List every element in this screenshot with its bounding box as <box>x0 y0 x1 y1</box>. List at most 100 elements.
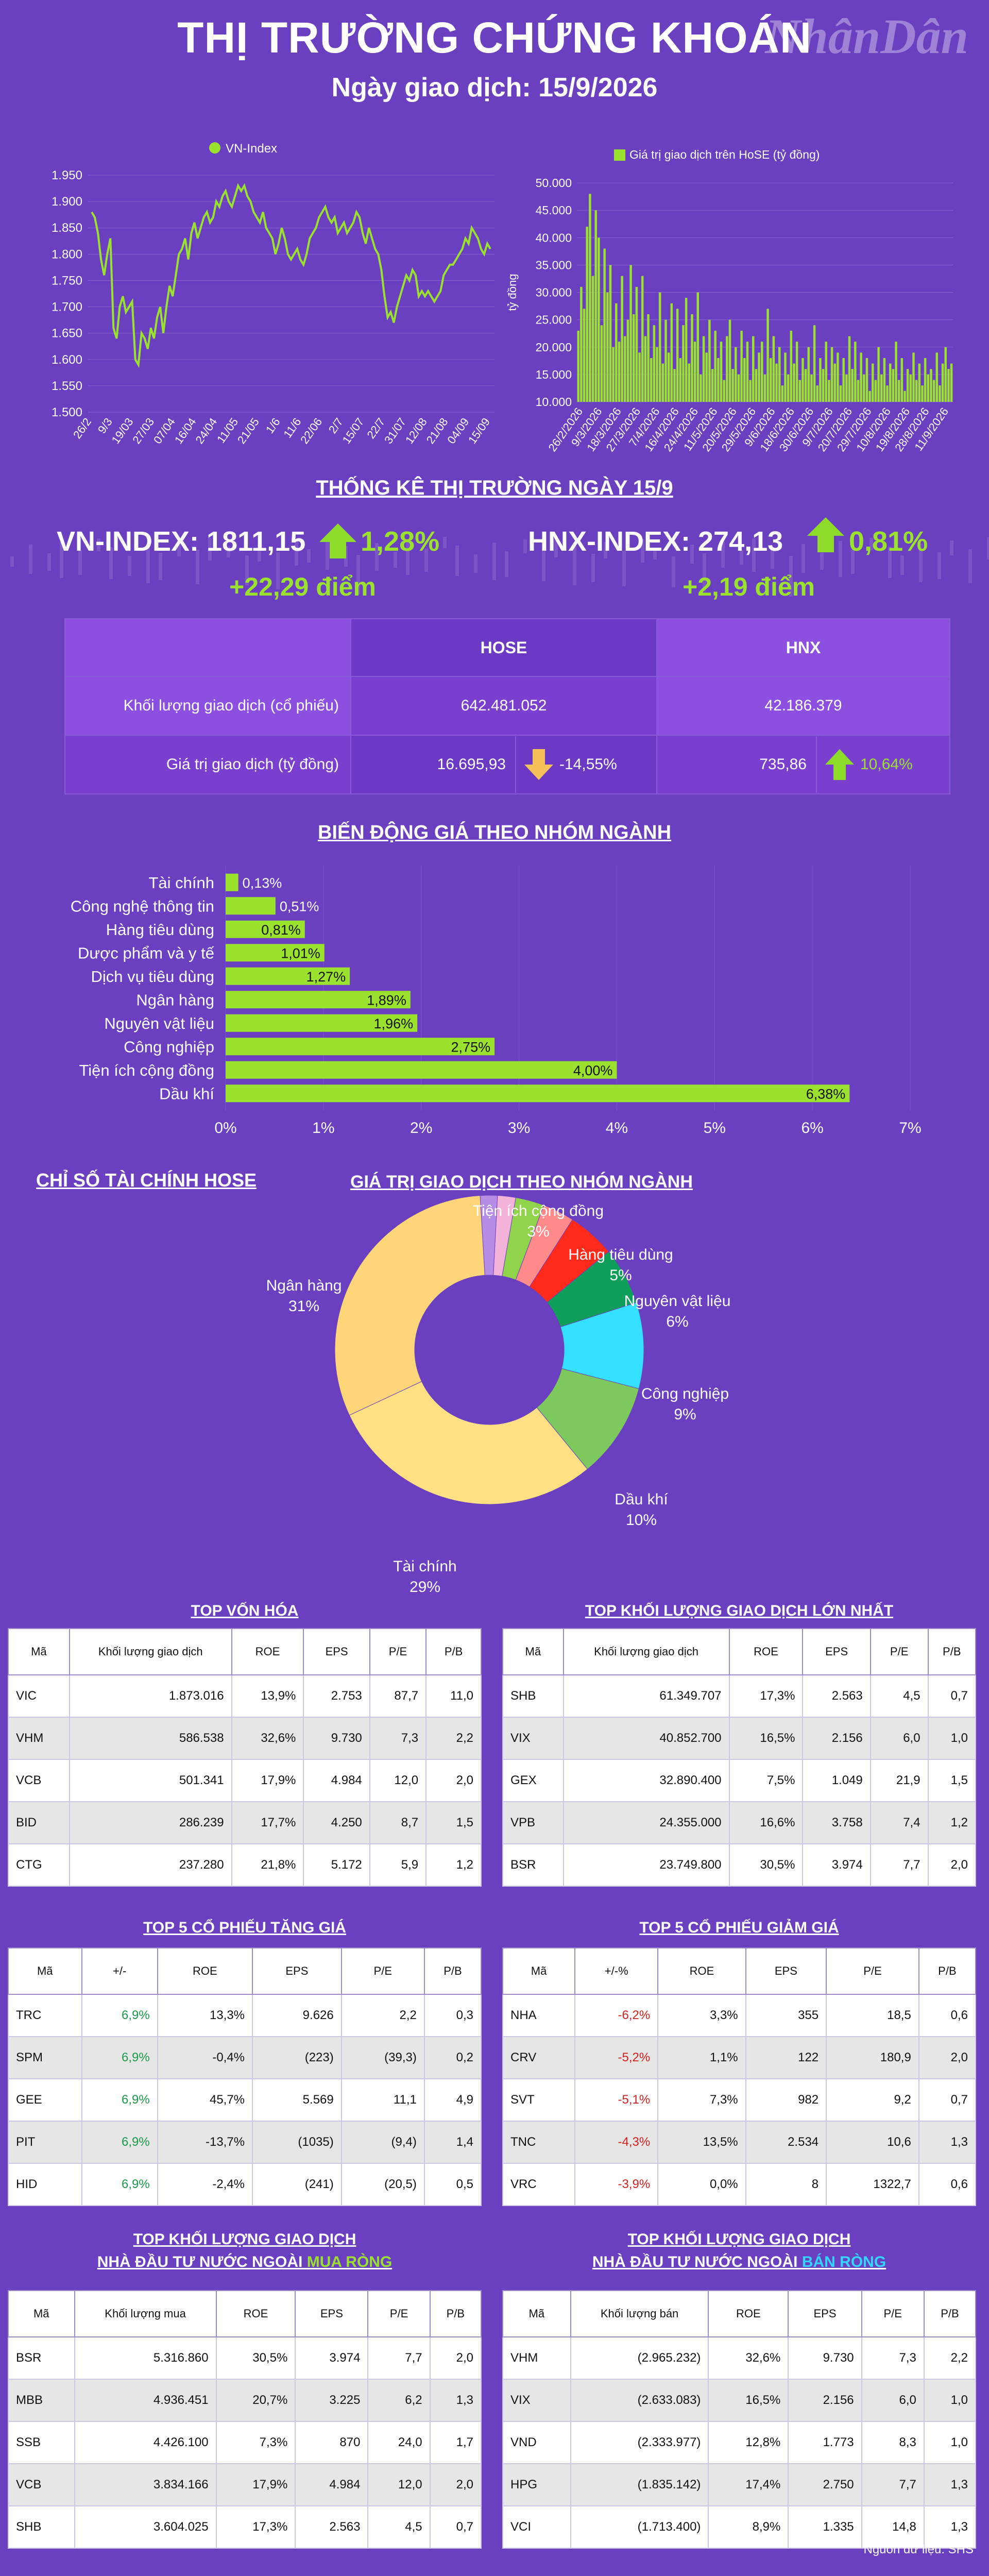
value-bar <box>606 292 609 402</box>
y-tick-label: 20.000 <box>536 341 572 354</box>
column-header: P/E <box>826 1947 919 1995</box>
table-cell: HID <box>8 2163 82 2206</box>
x-tick-label: 04/09 <box>445 416 471 446</box>
value-bar <box>830 347 833 402</box>
deco-candle <box>109 547 113 579</box>
value-bar <box>743 358 746 402</box>
table-cell: 1,0 <box>923 2379 977 2422</box>
value-bar <box>857 380 860 402</box>
hose-value-bar-chart: Giá trị giao dịch trên HoSE (tỷ đồng) 50.… <box>506 148 953 454</box>
value-bar <box>775 363 778 402</box>
table-cell: 1.773 <box>788 2421 862 2464</box>
table-cell: 1,5 <box>425 1801 482 1844</box>
y-tick-label: 1.550 <box>52 379 82 393</box>
table-cell: TNC <box>502 2121 576 2164</box>
value-bar <box>726 336 728 402</box>
table-cell: VND <box>502 2421 571 2464</box>
column-header: EPS <box>303 1628 370 1675</box>
table-cell: 7,7 <box>869 1843 929 1887</box>
x-tick-label: 9/3 <box>95 416 115 436</box>
table-cell: (1.835.142) <box>570 2463 709 2506</box>
deco-candle <box>245 555 249 585</box>
table-cell: 7,5% <box>728 1759 804 1802</box>
hnx-value-change: 10,64% <box>860 756 913 773</box>
sector-bar-label: 0,81% <box>261 922 301 938</box>
foreign-buy-heading: TOP KHỐI LƯỢNG GIAO DỊCH NHÀ ĐẦU TƯ NƯỚC … <box>8 2228 482 2274</box>
value-bar <box>839 385 842 402</box>
deco-candle <box>406 540 410 575</box>
value-bar <box>603 248 606 402</box>
table-row: VPB 24.355.000 16,6% 3.758 7,4 1,2 <box>502 1801 977 1844</box>
column-header: Khối lượng giao dịch <box>562 1628 730 1675</box>
value-bar <box>930 369 932 402</box>
value-bar <box>638 352 641 402</box>
col-hose: HOSE <box>350 618 657 677</box>
column-header: Khối lượng mua <box>74 2290 217 2337</box>
column-header: Mã <box>8 2290 75 2337</box>
table-cell: 6,0 <box>861 2379 925 2422</box>
table-cell: BSR <box>8 2336 75 2380</box>
deco-candle <box>295 540 298 566</box>
table-cell: 8,3 <box>861 2421 925 2464</box>
slice-percent: 5% <box>609 1267 632 1284</box>
value-bar <box>793 363 795 402</box>
column-header: Khối lượng giao dịch <box>69 1628 232 1675</box>
value-bar <box>924 358 927 402</box>
sector-bar-label: 1,89% <box>367 992 406 1008</box>
table-cell: 17,3% <box>728 1674 804 1718</box>
table-cell: MBB <box>8 2379 75 2422</box>
deco-candle <box>987 537 989 560</box>
sector-bar-chart: 0% 1% 2% 3% 4% 5% 6% 7% Tài chính 0,13% Công nghệ … <box>71 866 922 1137</box>
value-bar <box>772 336 775 402</box>
table-cell: 3,3% <box>657 1994 746 2037</box>
table-cell: 2,2 <box>340 1994 425 2037</box>
value-bar <box>749 380 752 402</box>
table-cell: 9,2 <box>826 2078 919 2122</box>
slice-percent: 31% <box>288 1298 319 1315</box>
y-tick-label: 1.800 <box>52 247 82 261</box>
value-bar <box>950 363 953 402</box>
value-bar <box>766 309 769 402</box>
y-axis-label: tỷ đồng <box>506 274 519 311</box>
value-bar <box>819 358 822 402</box>
table-row: SHB 61.349.707 17,3% 2.563 4,5 0,7 <box>502 1674 977 1718</box>
table-cell: 6,9% <box>81 2036 158 2079</box>
value-bar <box>658 292 661 402</box>
table-cell: 5.316.860 <box>74 2336 217 2380</box>
x-tick-label: 11/05 <box>214 416 241 446</box>
up-arrow-icon <box>825 749 854 780</box>
value-bar <box>822 369 825 402</box>
table-row: HID 6,9% -2,4% (241) (20,5) 0,5 <box>8 2163 482 2206</box>
table-cell: (1035) <box>252 2121 342 2164</box>
value-bar <box>656 347 658 402</box>
deco-candle <box>740 550 743 565</box>
table-cell: (241) <box>252 2163 342 2206</box>
deco-candle <box>258 544 261 562</box>
sector-bar-label: 2,75% <box>451 1039 491 1055</box>
table-cell: GEX <box>502 1759 564 1802</box>
table-cell: 40.852.700 <box>562 1717 730 1760</box>
value-bar <box>784 352 787 402</box>
donut-slice <box>349 1381 588 1505</box>
value-bar <box>661 363 664 402</box>
value-bar <box>863 374 865 402</box>
heading-highlight: MUA RÒNG <box>306 2253 393 2270</box>
x-tick-label: 31/07 <box>382 416 408 446</box>
table-cell: 2.156 <box>788 2379 862 2422</box>
value-bar <box>915 380 918 402</box>
y-tick-label: 1.500 <box>52 405 82 419</box>
value-bar <box>705 352 708 402</box>
y-tick-label: 45.000 <box>536 204 572 217</box>
value-bar <box>845 374 848 402</box>
x-tick-label: 24/04 <box>193 416 219 446</box>
table-row: SPM 6,9% -0,4% (223) (39,3) 0,2 <box>8 2036 482 2079</box>
table-cell: VPB <box>502 1801 564 1844</box>
table-cell: 13,3% <box>157 1994 253 2037</box>
deco-candle <box>10 556 14 567</box>
top-loss-table: Mã +/-% ROE EPS P/E P/B NHA -6,2% 3,3% 355 18,5 0,6… <box>502 1947 977 2206</box>
decorative-candles <box>10 536 989 597</box>
hose-financial-heading: CHỈ SỐ TÀI CHÍNH HOSE <box>36 1170 257 1191</box>
x-tick-label: 27/03 <box>130 416 157 446</box>
table-cell: 17,7% <box>231 1801 304 1844</box>
value-bar <box>787 374 790 402</box>
